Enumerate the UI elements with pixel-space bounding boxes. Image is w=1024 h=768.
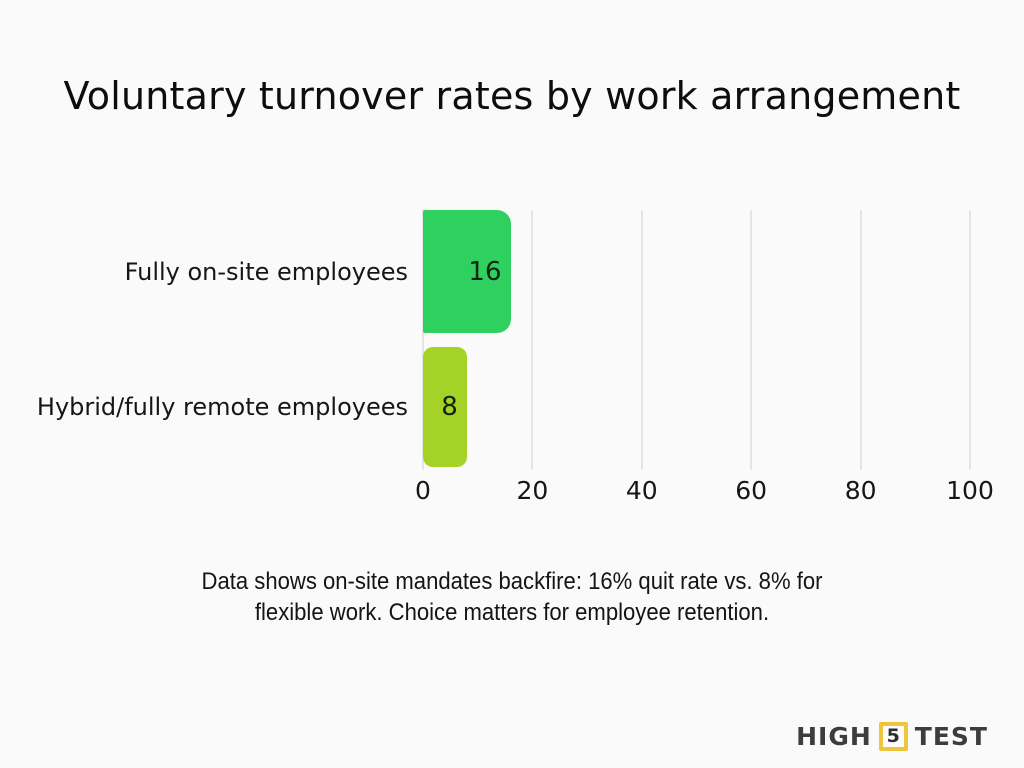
caption-line-2: flexible work. Choice matters for employ… xyxy=(254,599,770,626)
x-tick-20: 20 xyxy=(516,476,549,505)
high5test-logo: HIGH 5 TEST xyxy=(796,720,988,752)
gridline-40 xyxy=(640,210,643,470)
chart-title: Voluntary turnover rates by work arrange… xyxy=(63,74,961,118)
bar-onsite: 16 xyxy=(423,210,511,333)
bar-value-label-hybrid-remote: 8 xyxy=(441,392,458,422)
gridline-60 xyxy=(750,210,753,470)
bar-hybrid-remote: 8 xyxy=(423,347,467,467)
logo-digit: 5 xyxy=(886,725,900,747)
bar-value-label-onsite: 16 xyxy=(468,256,502,287)
plot-area: 16 8 xyxy=(422,210,971,470)
logo-word-test: TEST xyxy=(914,721,988,751)
category-label-hybrid-remote: Hybrid/fully remote employees xyxy=(36,393,408,421)
x-tick-80: 80 xyxy=(844,476,877,505)
x-tick-40: 40 xyxy=(625,476,658,505)
category-label-onsite: Fully on-site employees xyxy=(124,257,408,286)
x-tick-100: 100 xyxy=(946,476,994,505)
logo-five-box: 5 xyxy=(878,721,908,751)
gridline-20 xyxy=(531,210,534,470)
x-axis: 0 20 40 60 80 100 xyxy=(415,476,994,508)
x-tick-0: 0 xyxy=(415,476,431,505)
logo-word-high: HIGH xyxy=(796,721,872,751)
x-tick-60: 60 xyxy=(735,476,768,505)
gridline-80 xyxy=(859,210,862,470)
caption-line-1: Data shows on-site mandates backfire: 16… xyxy=(201,568,823,595)
gridline-0 xyxy=(422,210,424,470)
caption: Data shows on-site mandates backfire: 16… xyxy=(41,566,983,628)
gridline-100 xyxy=(969,210,971,470)
